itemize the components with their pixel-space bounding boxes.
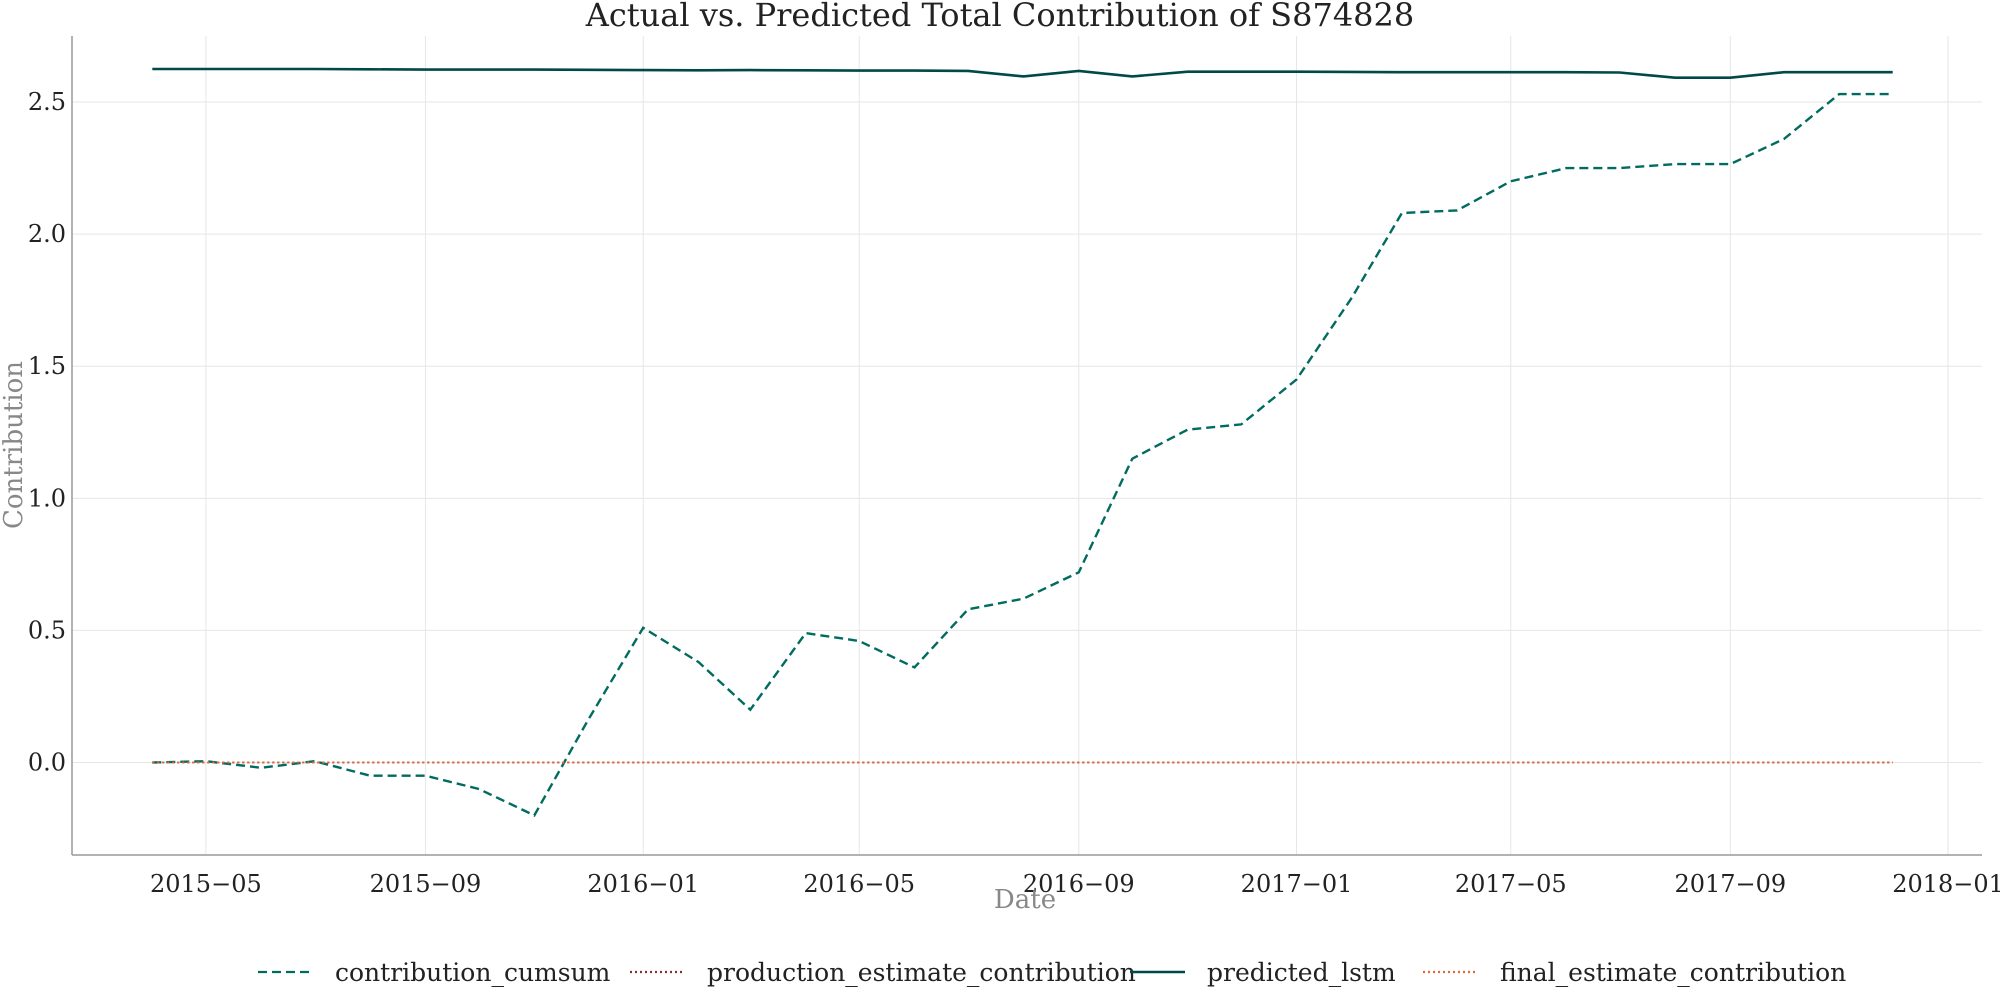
x-tick-label: 2017−09 bbox=[1674, 870, 1786, 898]
tick-labels: 0.0 0.5 1.0 1.5 2.0 2.5 2015−05 2015−09 2016−01 2… bbox=[28, 88, 2000, 898]
x-tick-label: 2016−09 bbox=[1023, 870, 1135, 898]
legend-label: final_estimate_contribution bbox=[1500, 958, 1846, 987]
legend-item-production-estimate-contribution: production_estimate_contribution bbox=[630, 958, 1136, 987]
y-tick-label: 0.0 bbox=[28, 749, 66, 777]
x-tick-label: 2018−01 bbox=[1892, 870, 2000, 898]
y-tick-label: 0.5 bbox=[28, 616, 66, 644]
y-tick-label: 1.5 bbox=[28, 352, 66, 380]
chart-title: Actual vs. Predicted Total Contribution … bbox=[585, 0, 1415, 34]
series-line-predicted-lstm bbox=[152, 67, 1893, 79]
legend-label: predicted_lstm bbox=[1207, 958, 1396, 987]
series-lines bbox=[152, 67, 1893, 817]
series-line-contribution-cumsum bbox=[152, 92, 1893, 817]
x-tick-label: 2015−09 bbox=[370, 870, 482, 898]
legend-item-contribution-cumsum: contribution_cumsum bbox=[258, 958, 611, 987]
x-tick-label: 2017−05 bbox=[1455, 870, 1567, 898]
legend-label: contribution_cumsum bbox=[335, 958, 611, 987]
legend: contribution_cumsum production_estimate_c… bbox=[258, 958, 1846, 987]
x-tick-label: 2017−01 bbox=[1241, 870, 1353, 898]
legend-item-predicted-lstm: predicted_lstm bbox=[1130, 958, 1396, 987]
x-tick-label: 2015−05 bbox=[150, 870, 262, 898]
x-tick-label: 2016−01 bbox=[587, 870, 699, 898]
y-tick-label: 2.0 bbox=[28, 220, 66, 248]
x-axis-label: Date bbox=[994, 885, 1056, 915]
grid bbox=[72, 36, 1982, 855]
legend-item-final-estimate-contribution: final_estimate_contribution bbox=[1423, 958, 1846, 987]
x-tick-label: 2016−05 bbox=[803, 870, 915, 898]
y-axis-label: Contribution bbox=[0, 361, 29, 529]
y-tick-label: 1.0 bbox=[28, 484, 66, 512]
legend-label: production_estimate_contribution bbox=[707, 958, 1136, 987]
axes bbox=[71, 36, 1982, 856]
y-tick-label: 2.5 bbox=[28, 88, 66, 116]
